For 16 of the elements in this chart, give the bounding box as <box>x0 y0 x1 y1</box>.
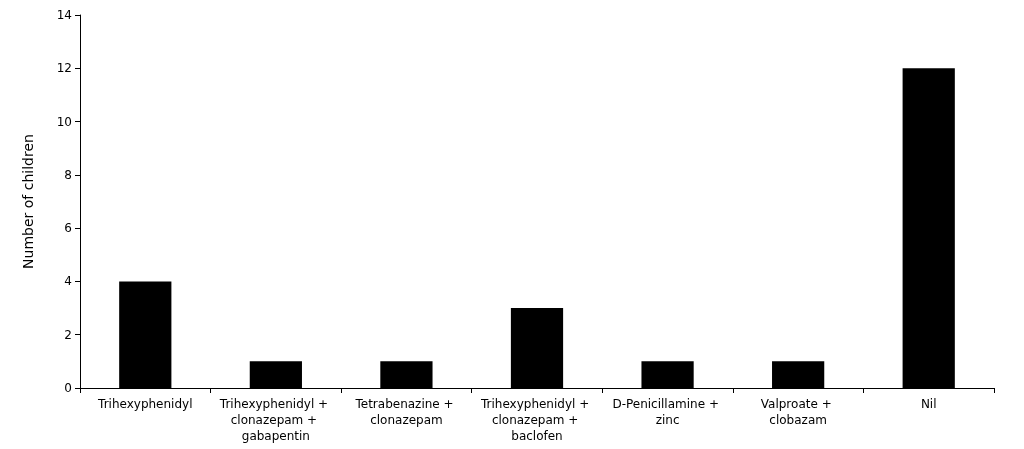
y-tick-label: 10 <box>56 114 72 129</box>
x-tick-label: Trihexyphenidyl + clonazepam + baclofen <box>479 397 594 443</box>
x-tick-label: Valproate + clobazam <box>760 397 836 427</box>
x-tick-label: Trihexyphenidyl + clonazepam + gabapentin <box>218 397 332 443</box>
x-tick-label: D-Penicillamine + zinc <box>612 397 723 427</box>
y-tick-label: 4 <box>64 274 72 289</box>
x-tick-label: Nil <box>920 397 937 411</box>
y-tick-label: 0 <box>64 381 72 395</box>
y-axis-title: Number of children <box>20 134 36 269</box>
y-tick-label: 2 <box>64 327 72 342</box>
y-tick-label: 8 <box>64 167 72 182</box>
x-tick-label: Tetrabenazine + clonazepam <box>354 397 458 427</box>
x-tick-label: Trihexyphenidyl <box>97 397 193 411</box>
y-tick-label: 6 <box>64 221 72 236</box>
y-tick-label: 12 <box>56 61 72 76</box>
y-tick-label: 14 <box>56 8 72 22</box>
